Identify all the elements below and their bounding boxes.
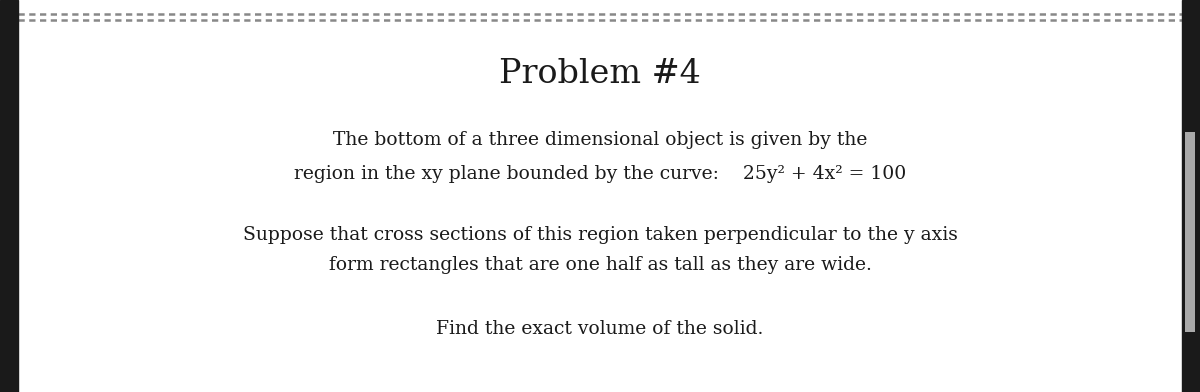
Text: The bottom of a three dimensional object is given by the: The bottom of a three dimensional object… <box>332 131 868 149</box>
Bar <box>0 0 18 392</box>
Text: region in the xy plane bounded by the curve:    25y² + 4x² = 100: region in the xy plane bounded by the cu… <box>294 165 906 183</box>
Bar <box>1182 0 1200 392</box>
Text: Find the exact volume of the solid.: Find the exact volume of the solid. <box>437 320 763 338</box>
Text: Problem #4: Problem #4 <box>499 58 701 90</box>
Bar <box>1186 132 1195 332</box>
Text: form rectangles that are one half as tall as they are wide.: form rectangles that are one half as tal… <box>329 256 871 274</box>
Text: region in the xy plane bounded by the curve:    25y² + 4x² = 100: region in the xy plane bounded by the cu… <box>294 165 906 183</box>
Text: Suppose that cross sections of this region taken perpendicular to the y axis: Suppose that cross sections of this regi… <box>242 226 958 244</box>
